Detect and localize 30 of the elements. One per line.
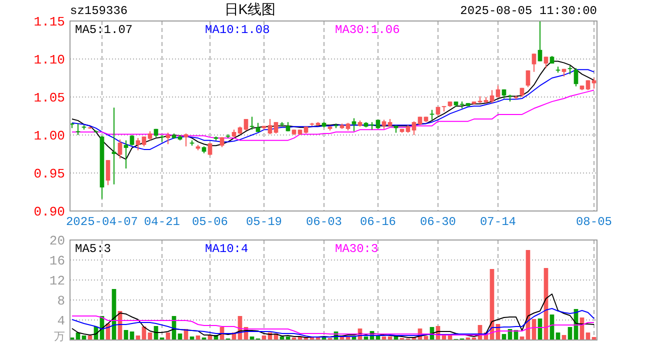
x-tick-label: 04-21	[144, 215, 180, 229]
x-tick-label: 07-14	[480, 215, 516, 229]
y-tick-label: 4	[57, 314, 66, 329]
y-tick-label: 20	[49, 234, 65, 249]
y-tick-label: 1.05	[34, 90, 65, 106]
x-tick-label: 06-16	[360, 215, 396, 229]
y-tick-label: 0.95	[34, 166, 65, 182]
y-tick-label: 1.15	[34, 14, 65, 30]
y-axis-title: 万	[54, 331, 65, 343]
chart-subtitle: 2025-08-05 11:30:00	[460, 4, 597, 18]
chart-title: 日K线图	[224, 1, 276, 17]
text: MA30:1.06	[335, 23, 400, 37]
text: MA30:3	[335, 242, 378, 256]
text: MA5:3	[75, 242, 112, 256]
x-tick-label: 06-30	[420, 215, 456, 229]
x-tick-label: 06-03	[306, 215, 342, 229]
x-tick-label: 05-06	[192, 215, 228, 229]
text: MA10:1.08	[205, 23, 270, 37]
x-tick-label: 08-05	[576, 215, 612, 229]
y-tick-label: 12	[49, 274, 65, 289]
text: MA10:4	[205, 242, 248, 256]
text: MA5:1.07	[75, 23, 133, 37]
x-tick-label: 05-19	[246, 215, 282, 229]
y-tick-label: 1.00	[34, 128, 65, 144]
y-tick-label: 16	[49, 254, 65, 269]
x-tick-label: 2025-04-07	[66, 215, 138, 229]
y-tick-label: 0.90	[34, 204, 65, 220]
y-tick-label: 1.10	[34, 52, 65, 68]
text: sz159336	[70, 4, 128, 18]
y-tick-label: 8	[57, 294, 65, 309]
